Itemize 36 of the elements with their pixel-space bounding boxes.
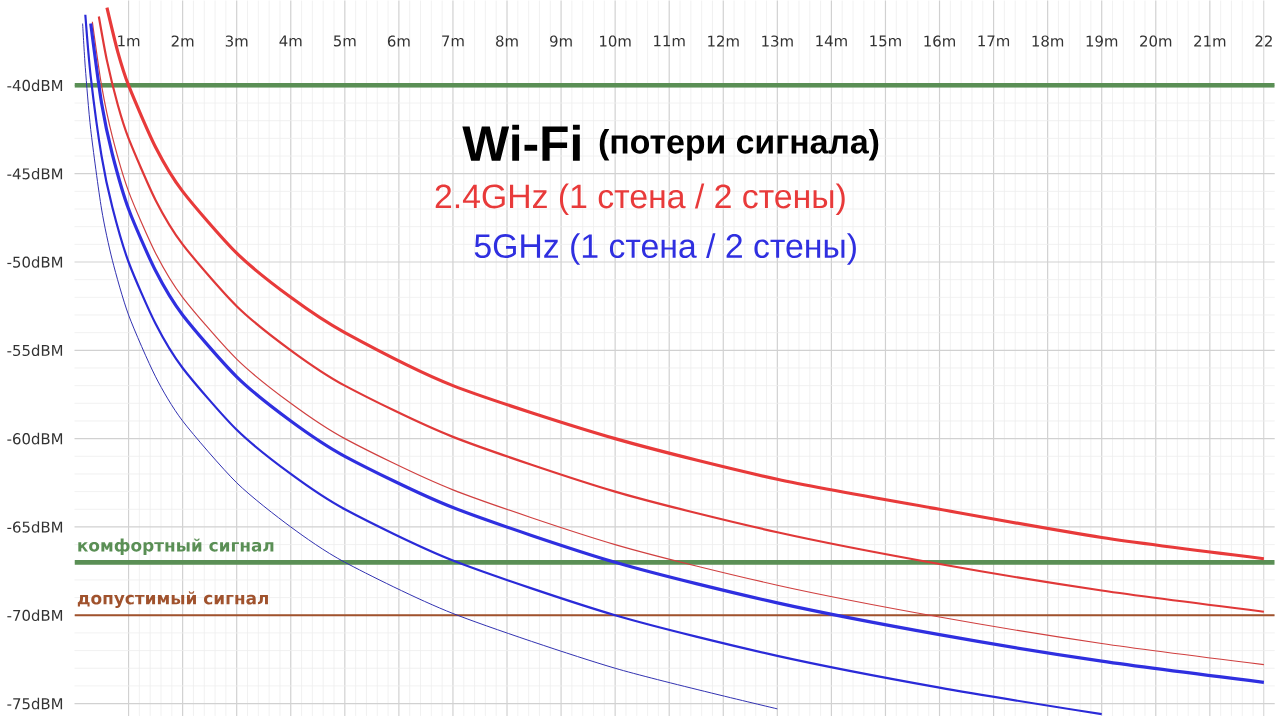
y-tick-label: -50dBM	[7, 256, 63, 269]
annotation: 2.4GHz (1 стена / 2 стены)	[435, 183, 845, 216]
x-tick-label: 8m	[496, 35, 518, 47]
x-tick-label: 9m	[550, 35, 572, 47]
y-tick-label: -75dBM	[7, 698, 63, 710]
y-tick-label: -45dBM	[7, 168, 63, 180]
y-tick-label: -65dBM	[7, 521, 63, 533]
x-tick-label: 1m	[118, 35, 140, 47]
y-tick-label: -55dBM	[7, 344, 63, 357]
x-tick-label: 6m	[387, 35, 410, 47]
x-tick-label: 21m	[1194, 35, 1226, 47]
x-tick-label: 2m	[171, 35, 194, 47]
text: Wi-Fi	[462, 124, 580, 161]
y-tick-label: -40dBM	[7, 79, 63, 92]
ref-line-label: допустимый сигнал	[77, 591, 268, 609]
y-tick-label: -70dBM	[7, 609, 63, 622]
text: (потери сигнала)	[599, 129, 879, 161]
x-tick-label: 16m	[924, 35, 955, 47]
y-tick-label: -60dBM	[7, 433, 63, 445]
x-tick-label: 3m	[225, 35, 248, 47]
x-tick-label: 19m	[1086, 35, 1118, 47]
x-tick-label: 11m	[654, 35, 685, 47]
x-tick-label: 15m	[870, 35, 901, 47]
x-tick-label: 17m	[978, 35, 1010, 47]
x-tick-label: 14m	[816, 35, 847, 47]
x-tick-label: 13m	[762, 35, 793, 47]
x-tick-label: 12m	[708, 35, 739, 47]
annotation: 5GHz (1 стена / 2 стены)	[474, 233, 856, 265]
x-tick-label: 5m	[333, 35, 356, 47]
ref-line-label: комфортный сигнал	[78, 538, 274, 556]
x-tick-label: 7m	[442, 35, 464, 47]
x-tick-label: 4m	[279, 35, 302, 47]
x-tick-label: 20m	[1140, 35, 1172, 47]
x-tick-label: 10m	[600, 35, 631, 47]
x-tick-label: 18m	[1032, 35, 1064, 47]
x-tick-label: 22	[1255, 35, 1272, 47]
